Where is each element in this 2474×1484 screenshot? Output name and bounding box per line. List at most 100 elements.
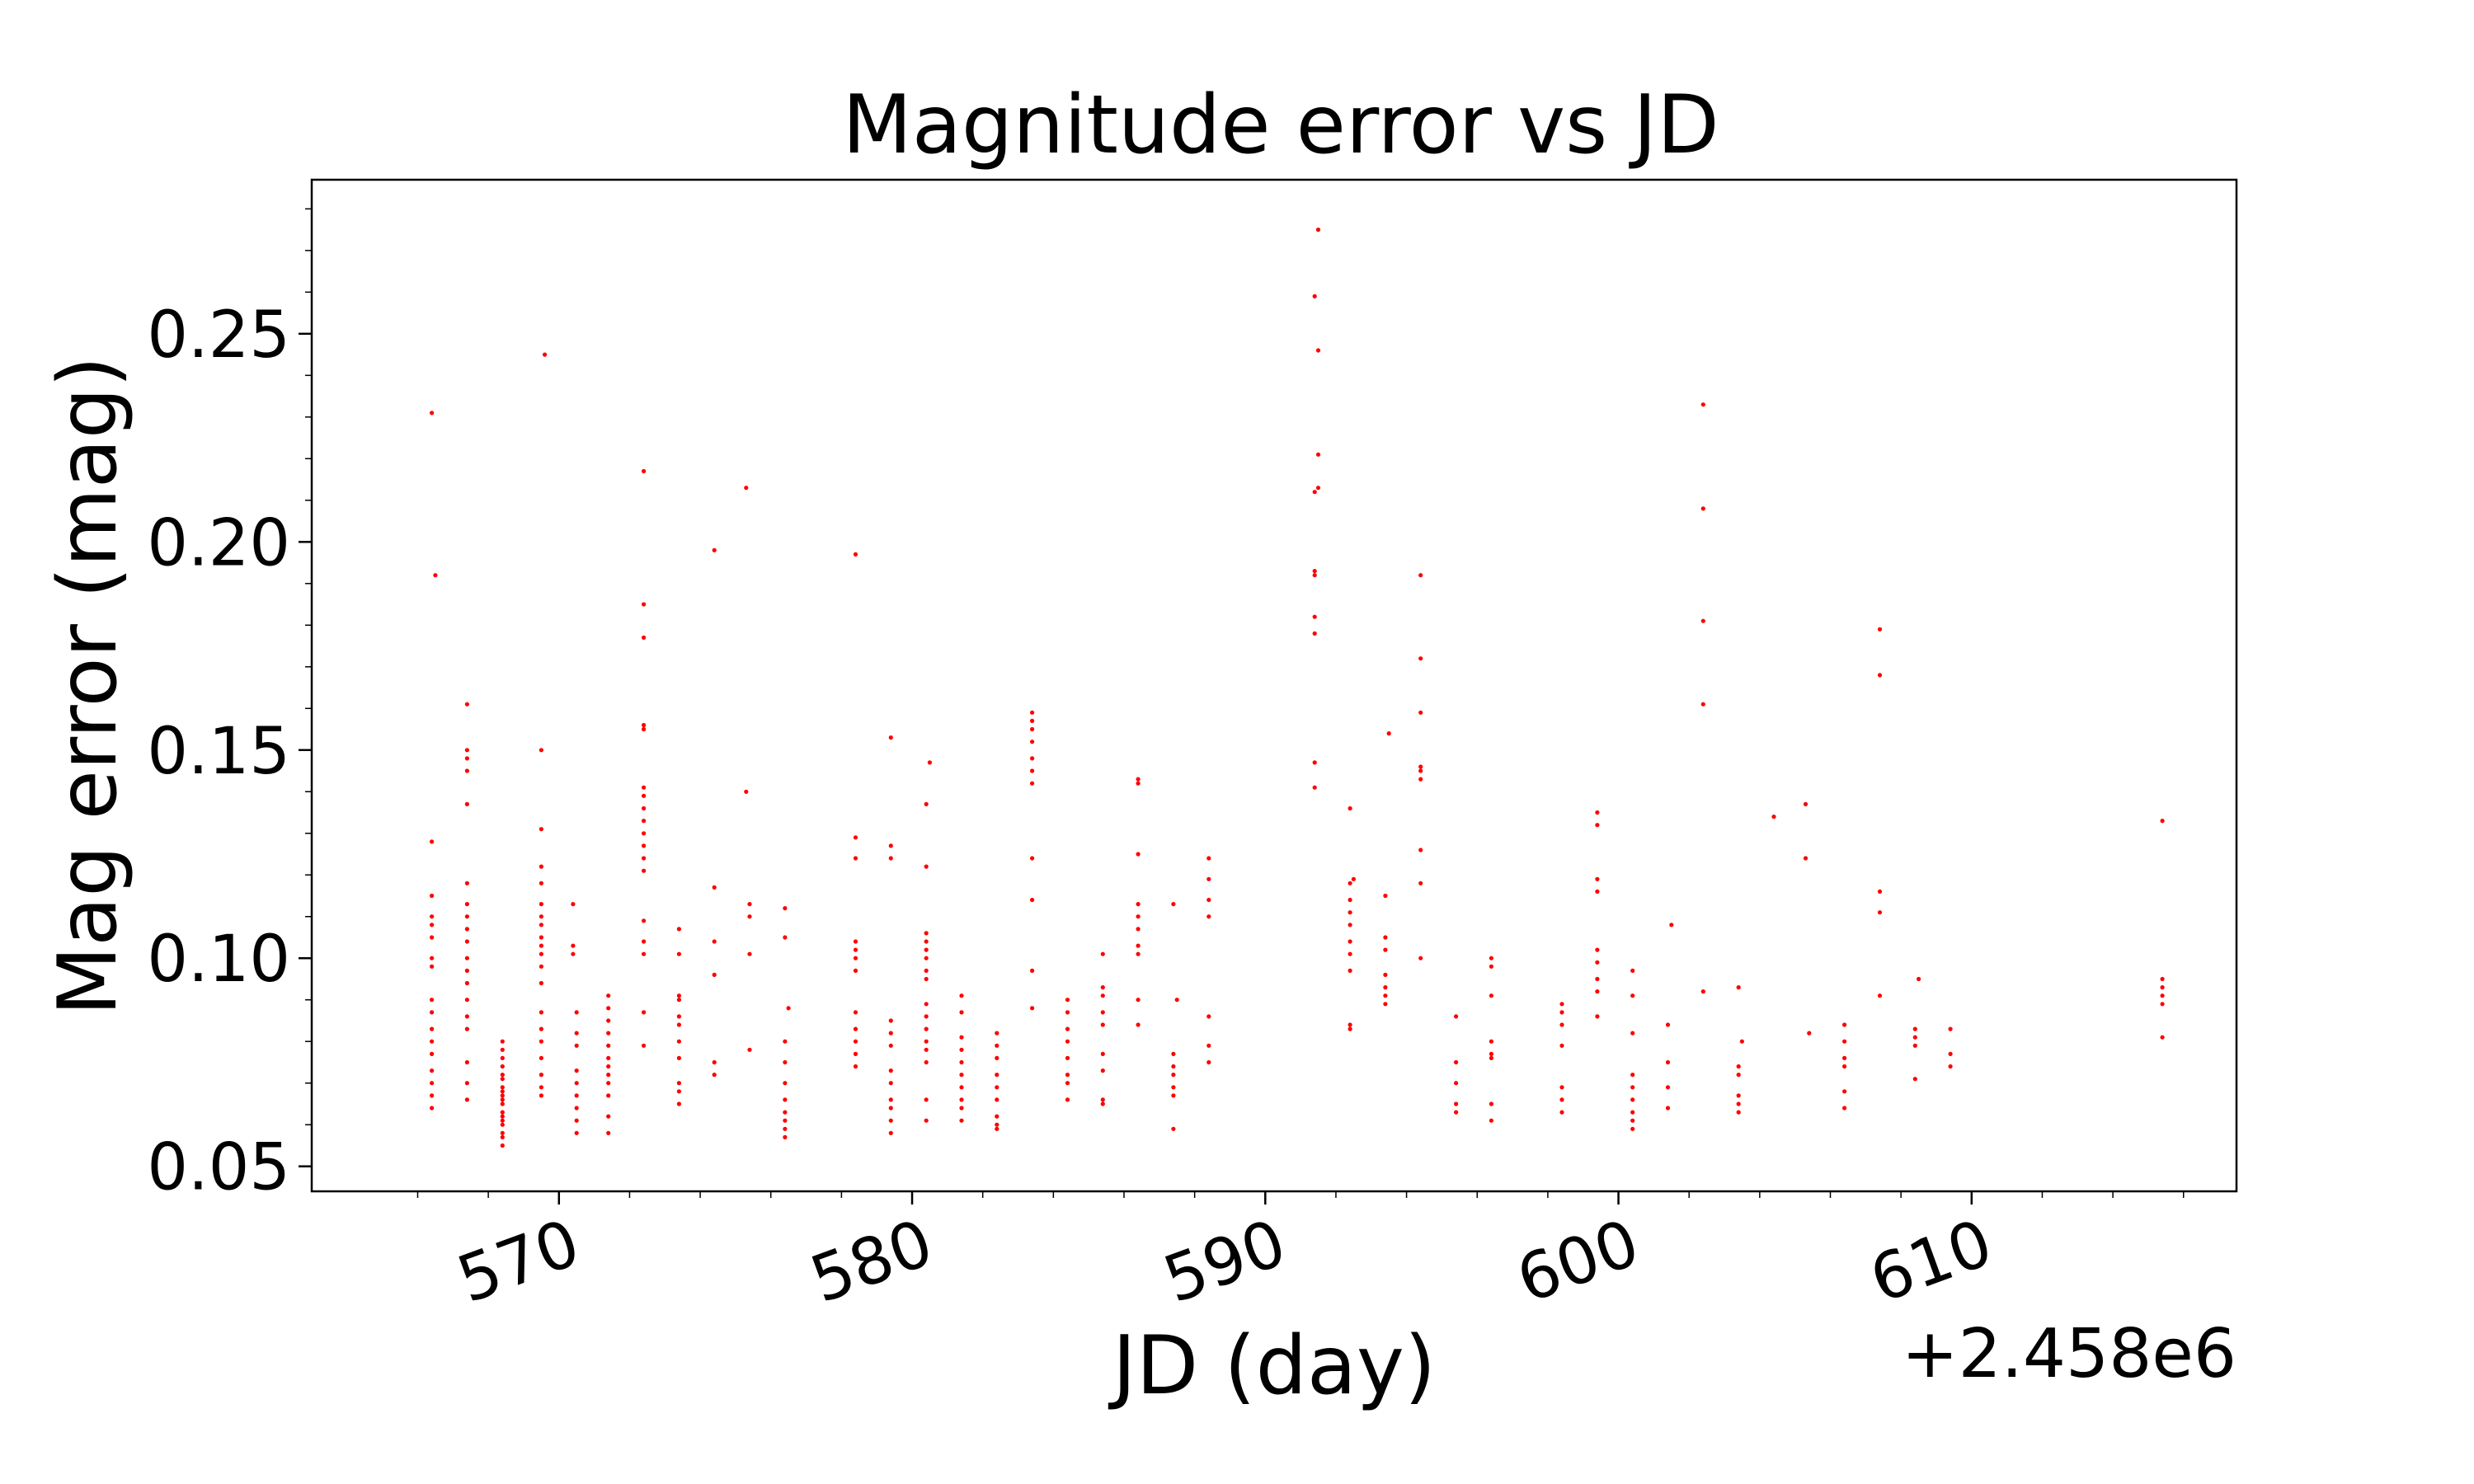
data-point-0-381 [1948,1026,1953,1031]
data-point-0-313 [1489,1039,1493,1044]
data-point-0-43 [500,1110,505,1115]
data-point-0-183 [924,976,929,982]
data-point-0-202 [995,1126,999,1131]
data-point-0-258 [1206,1043,1211,1048]
data-point-0-184 [924,968,929,973]
minor-ticks [305,208,2185,1198]
data-point-0-199 [959,1035,964,1040]
data-point-0-275 [1315,228,1321,232]
data-point-0-78 [574,1093,579,1098]
data-point-0-308 [1454,1014,1459,1019]
data-point-0-227 [1065,1026,1070,1031]
data-point-0-304 [1454,1110,1459,1115]
data-point-0-310 [1489,1101,1493,1106]
data-point-0-252 [1171,1073,1176,1078]
data-point-0-7 [430,1010,435,1015]
data-point-0-297 [1418,848,1423,852]
data-point-0-8 [430,998,435,1003]
data-point-0-224 [1065,1073,1070,1078]
data-point-0-104 [642,868,647,873]
data-point-0-75 [574,1130,579,1135]
data-point-0-35 [464,748,470,753]
data-point-0-125 [676,993,682,998]
data-point-0-303 [1418,573,1423,578]
data-point-0-245 [1136,902,1141,907]
data-point-0-316 [1489,956,1493,960]
data-point-0-106 [642,843,647,848]
data-point-0-300 [1418,764,1423,769]
data-point-0-49 [500,1077,505,1082]
data-point-0-260 [1206,914,1211,919]
data-point-0-158 [853,947,858,952]
data-point-0-382 [2160,1035,2165,1040]
data-point-0-374 [1912,1077,1917,1082]
data-point-0-339 [1630,1031,1635,1036]
data-point-0-215 [1030,781,1035,786]
data-point-0-86 [571,902,576,907]
data-point-0-226 [1065,1039,1070,1044]
data-point-0-23 [464,998,470,1003]
data-point-0-146 [783,1059,788,1065]
data-point-0-147 [783,1039,788,1044]
data-point-0-218 [1030,740,1035,744]
data-point-0-170 [888,1031,893,1036]
data-point-0-163 [888,1130,893,1135]
data-point-0-263 [1206,856,1211,861]
data-point-0-212 [1030,968,1035,973]
data-point-0-149 [783,935,788,940]
data-point-0-248 [1136,777,1141,782]
data-point-0-291 [1383,947,1388,952]
data-point-0-93 [606,1055,611,1060]
data-point-0-237 [1100,985,1105,990]
data-point-0-140 [783,1134,788,1139]
data-point-0-364 [1842,1089,1847,1094]
data-point-0-31 [464,881,470,885]
data-point-0-107 [642,831,647,836]
data-point-0-186 [924,947,929,952]
data-point-0-98 [606,993,611,998]
data-point-0-277 [1348,1022,1352,1027]
data-point-0-315 [1489,964,1493,969]
data-point-0-290 [1383,972,1388,977]
data-point-0-47 [500,1089,505,1094]
data-point-0-80 [574,1068,579,1073]
data-point-0-299 [1418,768,1423,773]
data-point-0-320 [1559,1043,1564,1048]
data-point-0-112 [642,726,647,732]
data-point-0-1 [430,1093,435,1098]
data-point-0-355 [1736,1073,1741,1078]
data-point-0-289 [1383,985,1388,990]
data-point-0-239 [1136,1022,1141,1027]
data-point-0-41 [500,1118,505,1123]
data-point-0-352 [1736,1110,1741,1115]
data-point-0-26 [464,956,470,960]
data-point-0-29 [464,914,470,919]
data-point-0-201 [959,993,964,998]
data-point-0-362 [1803,801,1808,807]
data-point-0-116 [642,468,647,474]
data-point-0-81 [574,1043,579,1048]
data-point-0-271 [1315,486,1321,491]
data-point-0-137 [747,902,752,907]
data-point-0-162 [853,552,858,557]
data-point-0-356 [1736,1064,1741,1069]
data-point-0-261 [1206,897,1211,903]
y-axis-label: Mag error (mag) [41,356,135,1017]
data-point-0-6 [430,1026,435,1031]
data-point-0-152 [853,1051,858,1056]
data-point-0-305 [1454,1101,1459,1106]
y-tick-label-4: 0.25 [147,298,290,373]
data-point-0-108 [642,819,647,824]
data-point-0-228 [1065,1010,1070,1015]
y-tick-label-1: 0.10 [147,923,290,997]
data-point-0-111 [642,785,647,790]
data-point-0-334 [1630,1118,1635,1123]
data-point-0-348 [1700,702,1705,707]
data-point-0-335 [1630,1110,1635,1115]
data-point-0-60 [539,1026,544,1031]
data-point-0-173 [888,843,893,848]
data-point-0-257 [1206,1059,1211,1065]
data-point-0-247 [1136,781,1141,786]
data-point-0-64 [539,951,544,956]
